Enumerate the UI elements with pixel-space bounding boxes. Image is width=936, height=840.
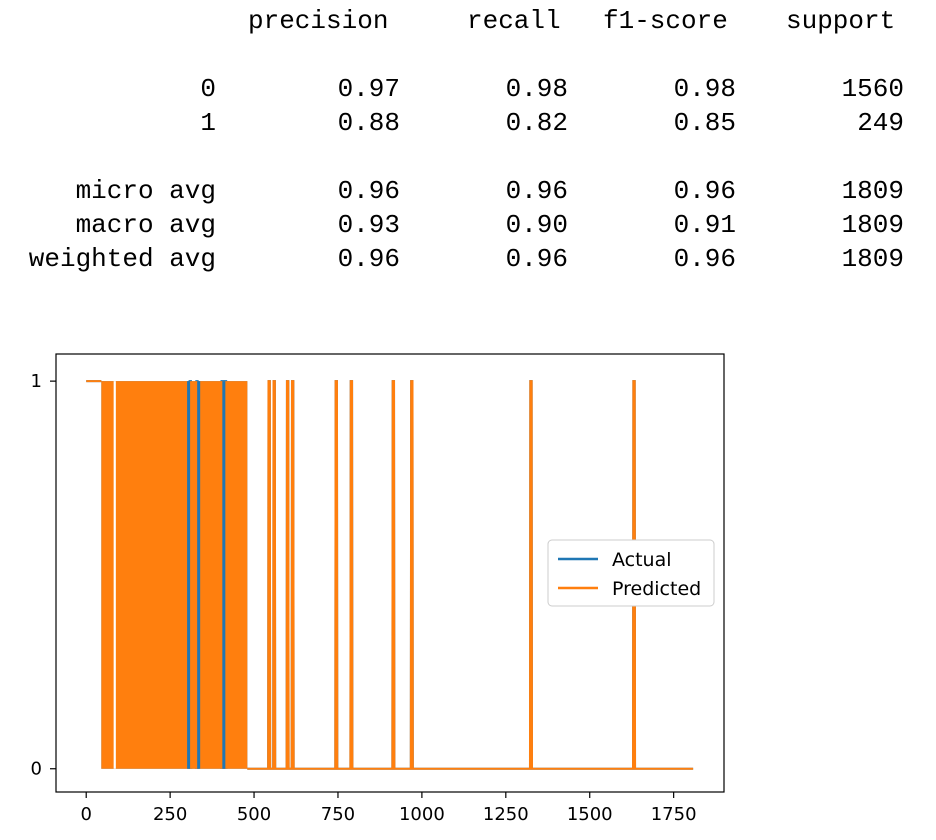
legend-label: Actual	[612, 549, 672, 571]
x-tick-label: 750	[321, 804, 355, 825]
row-value: 0.96	[505, 176, 568, 206]
legend-box	[547, 539, 715, 607]
x-tick-label: 1750	[651, 804, 697, 825]
row-value: 0.96	[505, 244, 568, 274]
row-value: 1809	[841, 210, 904, 240]
legend-label: Predicted	[612, 578, 701, 600]
legend: Actual Predicted	[547, 539, 715, 607]
row-value: 0.96	[673, 244, 736, 274]
row-label: micro avg	[75, 176, 216, 206]
y-axis: 01	[31, 371, 56, 780]
row-value: 0.98	[505, 74, 568, 104]
series-dense-band	[101, 381, 248, 769]
row-value: 1560	[841, 74, 904, 104]
x-tick-label: 1500	[567, 804, 613, 825]
header-f1-score: f1-score	[603, 6, 728, 36]
row-value: 0.93	[337, 210, 400, 240]
row-value: 249	[857, 108, 904, 138]
row-label: macro avg	[75, 210, 216, 240]
row-value: 0.91	[673, 210, 736, 240]
row-value: 0.98	[673, 74, 736, 104]
row-label: 1	[200, 108, 216, 138]
row-value: 0.88	[337, 108, 400, 138]
header-recall: recall	[467, 6, 561, 36]
classification-report: precision recall f1-score support 0 0.97 0…	[0, 0, 936, 290]
row-value: 1809	[841, 244, 904, 274]
row-label: 0	[200, 74, 216, 104]
row-value: 0.85	[673, 108, 736, 138]
row-value: 1809	[841, 176, 904, 206]
header-support: support	[786, 6, 896, 36]
x-tick-label: 1000	[399, 804, 445, 825]
y-tick-label: 1	[31, 371, 42, 392]
x-tick-label: 0	[80, 804, 91, 825]
x-tick-label: 1250	[483, 804, 529, 825]
row-value: 0.96	[337, 176, 400, 206]
row-value: 0.96	[337, 244, 400, 274]
line-chart: 0 250 500 750 1000 1250 1500 1750 01 ActualPred…	[31, 353, 725, 825]
y-tick-label: 0	[31, 759, 42, 780]
x-tick-label: 250	[153, 804, 187, 825]
row-label: weighted avg	[28, 244, 216, 274]
header-precision: precision	[248, 6, 389, 36]
plot-area	[86, 380, 694, 770]
row-value: 0.96	[673, 176, 736, 206]
row-value: 0.82	[505, 108, 568, 138]
row-value: 0.90	[505, 210, 568, 240]
x-tick-label: 500	[237, 804, 271, 825]
series-spikes-predicted	[267, 380, 637, 769]
x-axis: 0 250 500 750 1000 1250 1500 1750	[80, 792, 697, 825]
row-value: 0.97	[337, 74, 400, 104]
plot-frame	[55, 353, 725, 793]
